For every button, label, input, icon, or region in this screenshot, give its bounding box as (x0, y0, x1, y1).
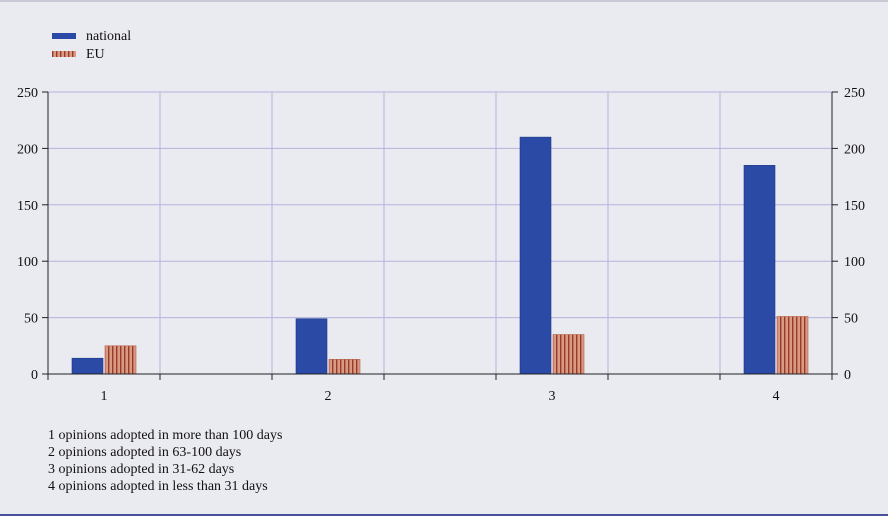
y-tick-label-right: 100 (844, 255, 865, 270)
x-tick-label: 2 (325, 389, 332, 404)
category-note: 4 opinions adopted in less than 31 days (48, 478, 282, 495)
y-tick-label-right: 250 (844, 86, 865, 101)
y-tick-label-left: 200 (17, 142, 38, 157)
y-tick-label-left: 0 (31, 368, 38, 383)
legend-swatch-national (52, 33, 76, 39)
legend-label-eu: EU (86, 47, 105, 62)
y-tick-label-right: 200 (844, 142, 865, 157)
axes: 0 0 50 50 100 100 150 150 200 200 250 250 1 2 3 4 (17, 86, 865, 404)
y-tick-label-left: 100 (17, 255, 38, 270)
bar-eu (105, 346, 136, 374)
legend-swatch-eu (52, 51, 76, 57)
y-tick-label-right: 50 (844, 312, 858, 327)
category-note: 1 opinions adopted in more than 100 days (48, 427, 282, 444)
y-tick-label-left: 50 (24, 312, 38, 327)
legend-label-national: national (86, 29, 131, 44)
bar-national (520, 137, 551, 374)
category-notes: 1 opinions adopted in more than 100 days… (48, 427, 282, 495)
y-tick-label-left: 150 (17, 199, 38, 214)
y-tick-label-left: 250 (17, 86, 38, 101)
x-tick-label: 3 (549, 389, 556, 404)
bar-eu (553, 335, 584, 374)
y-tick-label-right: 0 (844, 368, 851, 383)
legend: national EU (52, 29, 131, 62)
bar-national (296, 319, 327, 374)
x-tick-label: 4 (773, 389, 780, 404)
category-note: 2 opinions adopted in 63-100 days (48, 444, 282, 461)
gridlines (48, 92, 832, 374)
bar-eu (329, 359, 360, 374)
bar-national (72, 358, 103, 374)
bar-national (744, 165, 775, 374)
category-note: 3 opinions adopted in 31-62 days (48, 461, 282, 478)
y-tick-label-right: 150 (844, 199, 865, 214)
bars (72, 137, 808, 374)
x-tick-label: 1 (101, 389, 108, 404)
bar-eu (777, 316, 808, 374)
